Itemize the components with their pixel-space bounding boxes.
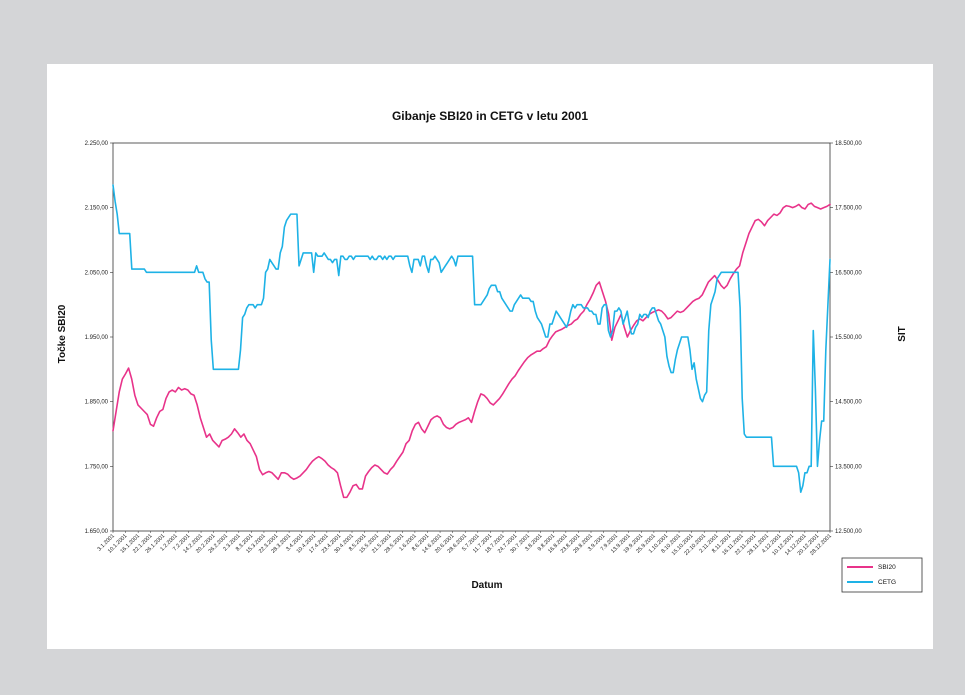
y-tick-label-right: 17.500,00 [835, 206, 862, 212]
y-tick-label-right: 16.500,00 [835, 270, 862, 276]
legend-box [841, 557, 923, 593]
y-axis-label-left: Točke SBI20 [57, 304, 68, 363]
y-tick-label-left: 1.650,00 [85, 529, 109, 535]
y-tick-label-right: 15.500,00 [835, 335, 862, 341]
y-tick-label-right: 13.500,00 [835, 464, 862, 470]
y-tick-label-left: 2.250,00 [85, 141, 109, 147]
x-axis-label: Datum [471, 580, 502, 591]
y-tick-label-left: 1.950,00 [85, 335, 109, 341]
y-tick-label-left: 1.850,00 [85, 400, 109, 406]
y-tick-label-right: 18.500,00 [835, 141, 862, 147]
plot-area [112, 142, 831, 532]
legend-label-cetg: CETG [878, 579, 896, 586]
y-axis-label-right: SIT [897, 326, 908, 342]
y-tick-label-left: 1.750,00 [85, 464, 109, 470]
legend: SBI20 CETG [841, 557, 923, 593]
chart-title: Gibanje SBI20 in CETG v letu 2001 [392, 109, 588, 123]
series-line-cetg [112, 184, 831, 494]
y-tick-label-left: 2.050,00 [85, 270, 109, 276]
series-line-sbi20 [112, 202, 831, 499]
y-tick-label-right: 12.500,00 [835, 529, 862, 535]
chart-card: Gibanje SBI20 in CETG v letu 2001 Datum … [47, 64, 933, 649]
legend-label-sbi20: SBI20 [878, 564, 896, 571]
line-chart: Gibanje SBI20 in CETG v letu 2001 Datum … [57, 109, 923, 593]
y-tick-label-right: 14.500,00 [835, 400, 862, 406]
y-tick-label-left: 2.150,00 [85, 206, 109, 212]
